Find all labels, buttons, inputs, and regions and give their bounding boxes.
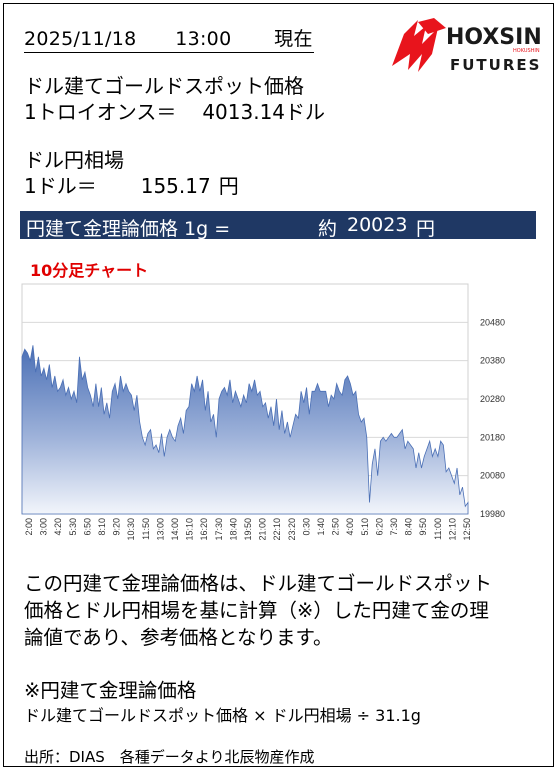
gold-currency: ドル	[285, 100, 326, 124]
note-line: 論値であり、参考価格となります。	[24, 626, 333, 649]
date-text: 2025/11/18	[24, 28, 137, 50]
x-tick-label: 23:20	[287, 518, 297, 541]
x-tick-label: 15:10	[185, 518, 195, 541]
x-tick-label: 17:30	[214, 518, 224, 541]
x-tick-label: 5:30	[68, 518, 78, 536]
x-tick-label: 18:40	[228, 518, 238, 541]
status-text: 現在	[274, 28, 313, 50]
x-tick-label: 11:50	[141, 518, 151, 540]
note-line: この円建て金理論価格は、ドル建てゴールドスポット	[24, 572, 493, 595]
company-logo: HOXSIN HOKUSHIN FUTURES	[388, 14, 543, 78]
theory-currency: 円	[416, 218, 436, 240]
gold-label: ドル建てゴールドスポット価格	[24, 74, 304, 98]
theory-price-band: 円建て金理論価格 1g = 約 20023 円	[20, 211, 536, 240]
theory-value: 20023	[347, 214, 408, 236]
page-frame	[3, 3, 554, 767]
y-tick-label: 19980	[480, 509, 505, 519]
price-chart: 19980 20080 20180 20280 20380 20480 2:00 3:00 4:…	[21, 283, 505, 541]
fx-line: 1ドル＝ 155.17 円	[24, 170, 239, 199]
fx-value: 155.17	[140, 174, 211, 198]
fx-currency: 円	[218, 174, 239, 198]
note-line: 価格とドル円相場を基に計算（※）した円建て金の理	[24, 599, 489, 622]
x-tick-label: 19:50	[243, 518, 253, 541]
x-tick-label: 10:30	[126, 518, 136, 541]
x-tick-label: 2:00	[24, 518, 34, 536]
x-tick-label: 0:30	[301, 518, 311, 536]
formula-text: ドル建てゴールドスポット価格 × ドル円相場 ÷ 31.1g	[24, 706, 421, 725]
x-tick-label: 12:10	[447, 518, 457, 541]
y-tick-label: 20080	[480, 471, 505, 481]
y-tick-label: 20180	[480, 432, 505, 442]
x-tick-label: 11:00	[433, 518, 443, 540]
fx-unit-label: 1ドル＝	[24, 174, 97, 198]
gold-value: 4013.14	[202, 100, 286, 124]
y-tick-label: 20280	[480, 394, 505, 404]
x-tick-label: 3:00	[39, 518, 49, 536]
logo-name: HOXSIN	[446, 25, 542, 50]
x-tick-label: 7:30	[389, 518, 399, 536]
x-tick-label: 9:50	[418, 518, 428, 536]
x-tick-label: 9:20	[112, 518, 122, 536]
gold-line: 1トロイオンス＝ 4013.14ドル	[24, 96, 325, 125]
time-text: 13:00	[175, 28, 232, 50]
x-tick-label: 2:50	[331, 518, 341, 536]
x-tick-label: 4:00	[345, 518, 355, 536]
x-tick-label: 6:20	[374, 518, 384, 536]
x-tick-label: 14:00	[170, 518, 180, 541]
chart-title: 10分足チャート	[30, 261, 149, 280]
series-area	[21, 345, 469, 515]
x-tick-label: 6:50	[82, 518, 92, 536]
fx-label: ドル円相場	[24, 148, 124, 172]
theory-label: 円建て金理論価格 1g =	[26, 218, 231, 240]
x-tick-label: 21:00	[258, 518, 268, 541]
x-tick-label: 13:00	[155, 518, 165, 541]
datetime-header: 2025/11/18 13:00 現在	[24, 24, 314, 53]
logo-sub: FUTURES	[450, 56, 541, 74]
x-tick-label: 22:10	[272, 518, 282, 541]
theory-prefix: 約	[318, 218, 338, 240]
x-tick-label: 16:20	[199, 518, 209, 541]
source-text: 出所：DIAS 各種データより北辰物産作成	[24, 748, 315, 766]
x-tick-label: 5:10	[360, 518, 370, 536]
x-tick-label: 1:40	[316, 518, 326, 536]
x-tick-label: 12:50	[462, 518, 472, 541]
x-tick-label: 8:40	[404, 518, 414, 536]
x-tick-label: 4:20	[53, 518, 63, 536]
logo-small: HOKUSHIN	[513, 48, 540, 54]
y-tick-label: 20480	[480, 317, 505, 327]
note-paragraph: この円建て金理論価格は、ドル建てゴールドスポット 価格とドル円相場を基に計算（※…	[24, 570, 492, 651]
gold-unit-label: 1トロイオンス＝	[24, 100, 177, 124]
y-tick-label: 20380	[480, 356, 505, 366]
x-tick-label: 8:10	[97, 518, 107, 536]
formula-title: ※円建て金理論価格	[24, 679, 197, 702]
